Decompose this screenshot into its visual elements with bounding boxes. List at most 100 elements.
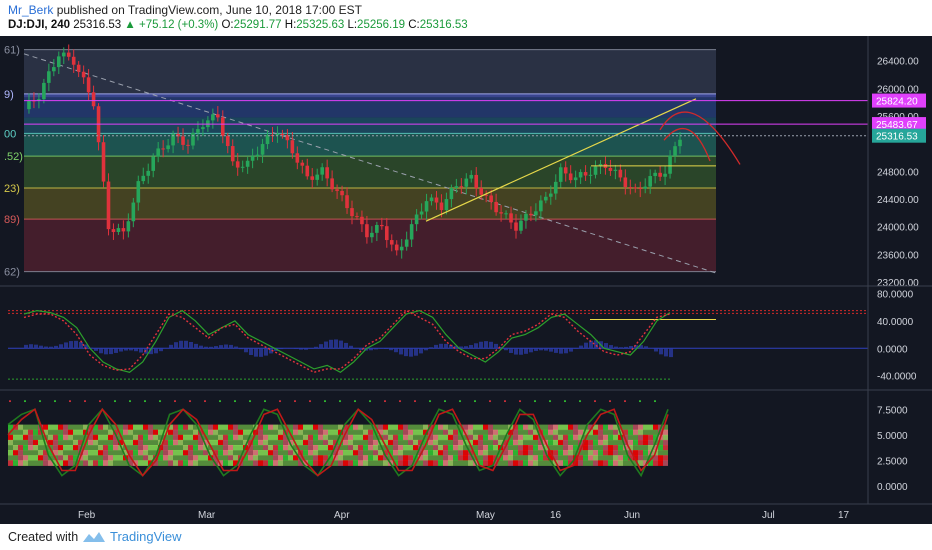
heatmap-cell [523,439,528,446]
chart-area[interactable]: 61)9)00.52)23)89)62)26400.0026000.002560… [0,36,932,524]
heatmap-cell [273,424,278,431]
heatmap-cell [388,439,393,446]
heatmap-cell [283,439,288,446]
signal-dot [294,400,296,403]
heatmap-cell [648,460,653,466]
candle-body [240,166,245,168]
heatmap-cell [38,455,43,461]
fib-level-label-1: 9) [4,89,14,101]
heatmap-cell [323,424,328,431]
osc-histogram-bar [214,346,218,349]
candle-body [444,199,449,211]
heatmap-cell [298,455,303,461]
heatmap-cell [503,450,508,456]
heatmap-cell [8,445,13,451]
candle-body [375,224,379,233]
heatmap-cell [138,439,143,446]
heatmap-cell [543,445,548,451]
heatmap-cell [543,460,548,466]
osc-axis-tick: 80.0000 [877,289,914,300]
heatmap-cell [313,450,318,456]
heatmap-cell [643,455,648,461]
heatmap-cell [413,439,418,446]
heatmap-cell [18,445,23,451]
heatmap-cell [383,455,388,461]
heatmap-cell [63,434,68,441]
heatmap-cell [243,424,248,431]
heatmap-cell [208,439,213,446]
heatmap-cell [568,455,573,461]
heatmap-cell [418,434,423,441]
heatmap-cell [233,439,238,446]
chart-canvas[interactable]: 61)9)00.52)23)89)62)26400.0026000.002560… [0,36,932,524]
heatmap-cell [78,434,83,441]
heatmap-cell [403,460,408,466]
heatmap-cell [448,460,453,466]
candle-body [156,148,160,157]
heatmap-cell [623,455,628,461]
tradingview-brand-link[interactable]: TradingView [110,529,182,544]
heatmap-cell [173,445,178,451]
heatmap-cell [253,455,258,461]
heatmap-cell [648,424,653,431]
heatmap-cell [523,450,528,456]
heatmap-cell [498,424,503,431]
heatmap-cell [583,450,588,456]
heatmap-cell [158,434,163,441]
heatmap-cell [368,450,373,456]
heatmap-cell [178,460,183,466]
heatmap-cell [618,445,623,451]
heatmap-cell [333,455,338,461]
heatmap-cell [613,450,618,456]
heatmap-cell [53,450,58,456]
candle-body [384,226,389,241]
candle-body [211,114,215,121]
heatmap-cell [628,445,633,451]
heatmap-cell [43,424,48,431]
heatmap-cell [33,450,38,456]
candle-body [131,202,136,222]
signal-dot [504,400,506,403]
heatmap-cell [433,424,438,431]
heatmap-cell [243,429,248,436]
heatmap-cell [573,434,578,441]
signal-dot [144,400,146,403]
heatmap-cell [18,429,23,436]
osc-histogram-bar [54,345,58,349]
heatmap-cell [103,424,108,431]
heatmap-cell [393,434,398,441]
heatmap-cell [633,434,638,441]
heatmap-cell [588,445,593,451]
heatmap-cell [223,455,228,461]
heatmap-cell [358,450,363,456]
downtrend-line [23,53,717,274]
heatmap-cell [453,429,458,436]
heatmap-cell [183,445,188,451]
heatmap-cell [618,439,623,446]
candle-body [623,177,628,188]
osc-histogram-bar [359,348,363,351]
candle-body [230,146,235,162]
candle-body [668,155,672,174]
price-axis-tick: 24800.00 [877,167,919,178]
heatmap-cell [408,439,413,446]
signal-dot [159,400,161,403]
heatmap-cell [378,445,383,451]
candle-body [519,220,523,231]
heatmap-cell [483,434,488,441]
price-axis-tick: 26400.00 [877,57,919,68]
heatmap-cell [183,455,188,461]
author-link[interactable]: Mr_Berk [8,3,54,17]
heatmap-cell [553,424,558,431]
heatmap-cell [478,450,483,456]
heatmap-cell [453,445,458,451]
heatmap-cell [53,460,58,466]
heatmap-cell [233,445,238,451]
heatmap-cell [133,455,138,461]
heatmap-cell [383,429,388,436]
heatmap-cell [598,439,603,446]
signal-dot [579,400,581,403]
heatmap-cell [438,434,443,441]
candle-body [340,190,344,196]
heatmap-cell [638,455,643,461]
